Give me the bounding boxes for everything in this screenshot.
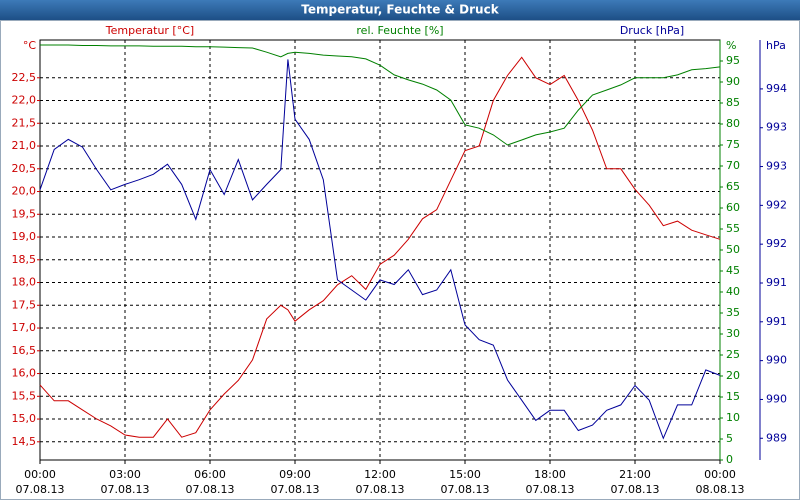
x-tick-date: 07.08.13	[611, 483, 660, 496]
y-tick-label: 5	[726, 432, 733, 445]
y-tick-label: 994	[766, 82, 787, 95]
chart-title: Temperatur, Feuchte & Druck	[301, 3, 499, 17]
y-tick-label: 20,0	[12, 185, 37, 198]
y-tick-label: 16,5	[12, 344, 37, 357]
y-tick-label: 85	[726, 96, 740, 109]
y-tick-label: 20	[726, 369, 740, 382]
axis-unit: hPa	[766, 39, 786, 52]
y-tick-label: 0	[726, 453, 733, 466]
y-tick-label: 22,5	[12, 71, 37, 84]
axis-title: Druck [hPa]	[620, 24, 684, 37]
x-tick-label: 00:00	[704, 468, 736, 481]
y-tick-label: 15,0	[12, 412, 37, 425]
y-tick-label: 18,5	[12, 253, 37, 266]
y-tick-label: 65	[726, 180, 740, 193]
x-tick-label: 12:00	[364, 468, 396, 481]
y-tick-label: 70	[726, 159, 740, 172]
y-tick-label: 993	[766, 121, 787, 134]
y-tick-label: 990	[766, 354, 787, 367]
y-tick-label: 20,5	[12, 162, 37, 175]
y-tick-label: 989	[766, 431, 787, 444]
x-tick-label: 03:00	[109, 468, 141, 481]
y-tick-label: 15,5	[12, 389, 37, 402]
y-tick-label: 991	[766, 315, 787, 328]
y-tick-label: 80	[726, 117, 740, 130]
y-tick-label: 45	[726, 264, 740, 277]
y-tick-label: 40	[726, 285, 740, 298]
y-tick-label: 90	[726, 75, 740, 88]
x-tick-label: 06:00	[194, 468, 226, 481]
y-tick-label: 60	[726, 201, 740, 214]
y-tick-label: 14,5	[12, 435, 37, 448]
x-tick-date: 07.08.13	[101, 483, 150, 496]
y-tick-label: 17,0	[12, 321, 37, 334]
axis-title: rel. Feuchte [%]	[356, 24, 443, 37]
x-tick-date: 07.08.13	[271, 483, 320, 496]
x-tick-label: 18:00	[534, 468, 566, 481]
y-tick-label: 992	[766, 198, 787, 211]
x-tick-label: 00:00	[24, 468, 56, 481]
title-bar	[0, 0, 800, 20]
x-tick-label: 09:00	[279, 468, 311, 481]
y-tick-label: 21,0	[12, 139, 37, 152]
y-tick-label: 19,5	[12, 207, 37, 220]
y-tick-label: 21,5	[12, 116, 37, 129]
x-tick-date: 08.08.13	[696, 483, 745, 496]
x-tick-label: 15:00	[449, 468, 481, 481]
x-tick-date: 07.08.13	[16, 483, 65, 496]
axis-title: Temperatur [°C]	[105, 24, 194, 37]
y-tick-label: 55	[726, 222, 740, 235]
y-tick-label: 16,0	[12, 367, 37, 380]
y-tick-label: 993	[766, 160, 787, 173]
y-tick-label: 17,5	[12, 298, 37, 311]
y-tick-label: 30	[726, 327, 740, 340]
x-tick-date: 07.08.13	[356, 483, 405, 496]
y-tick-label: 19,0	[12, 230, 37, 243]
y-tick-label: 990	[766, 392, 787, 405]
y-tick-label: 22,0	[12, 94, 37, 107]
y-tick-label: 75	[726, 138, 740, 151]
y-tick-label: 991	[766, 276, 787, 289]
y-tick-label: 50	[726, 243, 740, 256]
x-tick-date: 07.08.13	[186, 483, 235, 496]
y-tick-label: 35	[726, 306, 740, 319]
y-tick-label: 25	[726, 348, 740, 361]
x-tick-date: 07.08.13	[526, 483, 575, 496]
y-tick-label: 95	[726, 54, 740, 67]
series-line	[40, 44, 721, 146]
y-tick-label: 18,0	[12, 276, 37, 289]
x-tick-label: 21:00	[619, 468, 651, 481]
x-tick-date: 07.08.13	[441, 483, 490, 496]
series-line	[39, 59, 721, 440]
y-tick-label: 10	[726, 411, 740, 424]
axis-unit: °C	[23, 39, 37, 52]
y-tick-label: 15	[726, 390, 740, 403]
series-line	[39, 56, 721, 438]
y-tick-label: 992	[766, 237, 787, 250]
axis-unit: %	[726, 39, 736, 52]
